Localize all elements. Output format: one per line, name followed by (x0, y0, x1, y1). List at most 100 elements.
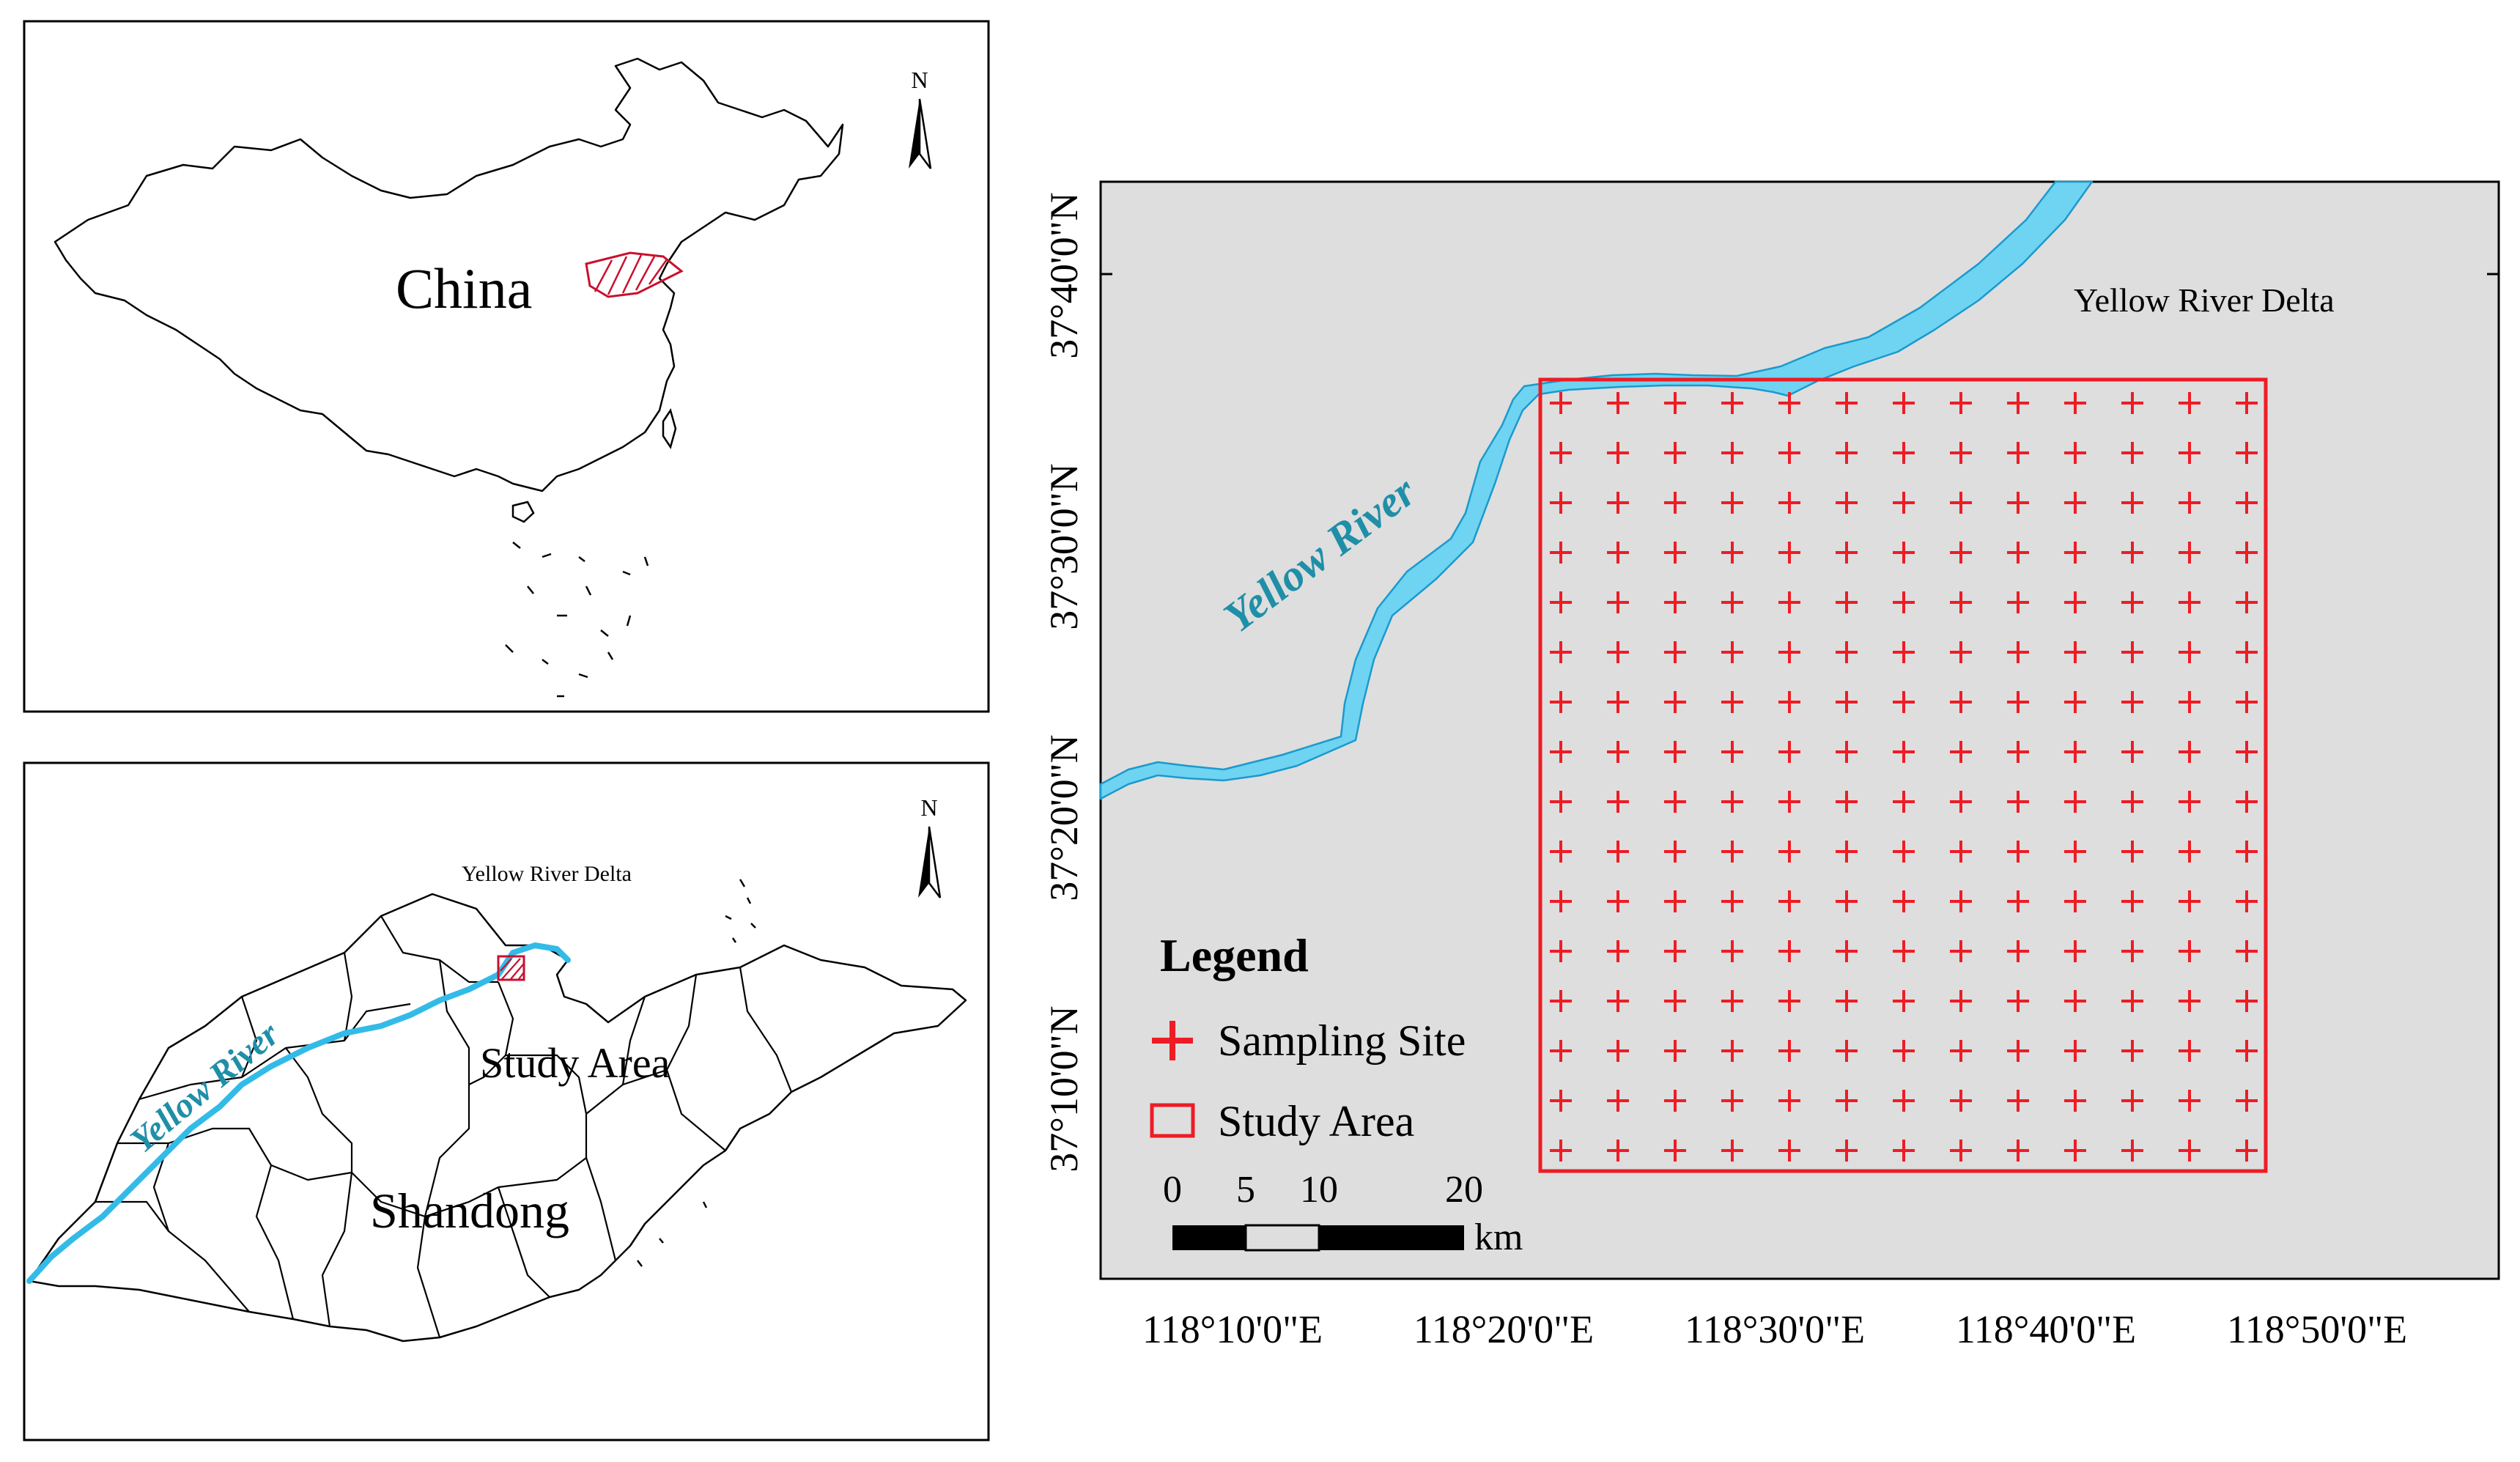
sampling-site-cross (2121, 1140, 2143, 1162)
sampling-site-cross (1721, 990, 1743, 1012)
china-study-region (585, 251, 684, 298)
shandong-north-letter: N (920, 794, 937, 821)
sampling-site-cross (1893, 1040, 1915, 1062)
sampling-site-cross (1836, 791, 1858, 813)
china-panel-frame (23, 20, 990, 713)
sampling-site-cross (1778, 890, 1800, 912)
sampling-site-cross (1607, 591, 1629, 613)
sampling-site-cross (1778, 940, 1800, 962)
sampling-site-cross (1950, 940, 1972, 962)
lat-tick-label: 37°10'0"N (1042, 1005, 1086, 1172)
sampling-site-cross (1721, 591, 1743, 613)
sampling-site-cross (2179, 1090, 2201, 1112)
sampling-site-cross (1893, 890, 1915, 912)
sampling-site-cross (1607, 492, 1629, 514)
sampling-site-cross (2179, 890, 2201, 912)
sampling-site-cross (1778, 841, 1800, 863)
sampling-site-cross (2064, 990, 2086, 1012)
sampling-site-cross (1836, 442, 1858, 464)
sampling-site-cross (1664, 591, 1686, 613)
sampling-site-cross (1893, 940, 1915, 962)
sampling-site-cross (1893, 1090, 1915, 1112)
sampling-site-cross (2007, 841, 2029, 863)
sampling-site-cross (1664, 1040, 1686, 1062)
sampling-site-cross (1836, 1040, 1858, 1062)
sampling-site-cross (1893, 741, 1915, 763)
sampling-site-cross (2179, 591, 2201, 613)
sampling-site-cross (2064, 691, 2086, 713)
sampling-site-cross (2121, 990, 2143, 1012)
sampling-site-cross (1664, 890, 1686, 912)
sampling-site-cross (2121, 890, 2143, 912)
sampling-site-cross (2007, 492, 2029, 514)
sampling-site-cross (1836, 492, 1858, 514)
sampling-site-cross (2121, 1040, 2143, 1062)
sampling-site-cross (1950, 492, 1972, 514)
sampling-grid (1550, 392, 2258, 1162)
sampling-site-cross (1607, 741, 1629, 763)
scale-label: 5 (1236, 1169, 1255, 1211)
sampling-site-cross (1664, 990, 1686, 1012)
sampling-site-cross (2064, 841, 2086, 863)
sampling-site-cross (2236, 591, 2258, 613)
scale-label: 20 (1445, 1169, 1483, 1211)
sampling-site-cross (1550, 591, 1572, 613)
sampling-site-cross (1778, 542, 1800, 564)
sampling-site-cross (2236, 392, 2258, 414)
sampling-site-cross (1950, 542, 1972, 564)
sampling-site-cross (2007, 990, 2029, 1012)
sampling-site-cross (1664, 542, 1686, 564)
sampling-site-cross (1607, 1140, 1629, 1162)
sampling-site-cross (1664, 691, 1686, 713)
sampling-site-cross (2064, 890, 2086, 912)
sampling-site-cross (2236, 990, 2258, 1012)
sampling-site-cross (2236, 691, 2258, 713)
sampling-site-cross (1950, 741, 1972, 763)
scale-label: 0 (1163, 1169, 1182, 1211)
sampling-site-cross (1550, 641, 1572, 663)
sampling-site-cross (1607, 890, 1629, 912)
legend-title: Legend (1160, 929, 1309, 981)
sampling-site-cross (2064, 492, 2086, 514)
sampling-site-cross (2179, 641, 2201, 663)
sampling-site-cross (1607, 641, 1629, 663)
sampling-site-cross (1893, 641, 1915, 663)
sampling-site-cross (1721, 1140, 1743, 1162)
sampling-site-cross (2121, 392, 2143, 414)
sampling-site-cross (2179, 1040, 2201, 1062)
china-north-arrow: N (909, 67, 932, 169)
shandong-delta-label: Yellow River Delta (462, 862, 632, 886)
legend-sampling-label: Sampling Site (1218, 1016, 1466, 1065)
sampling-site-cross (1664, 641, 1686, 663)
sampling-site-cross (1550, 841, 1572, 863)
sampling-site-cross (2121, 1090, 2143, 1112)
sampling-site-cross (2236, 1090, 2258, 1112)
china-panel: China N (23, 20, 990, 713)
sampling-site-cross (2121, 641, 2143, 663)
sampling-site-cross (1893, 691, 1915, 713)
lon-tick-label: 118°50'0"E (2227, 1307, 2407, 1351)
sampling-site-cross (1893, 1140, 1915, 1162)
sampling-site-cross (1893, 392, 1915, 414)
sampling-site-cross (2179, 542, 2201, 564)
sampling-site-cross (1607, 392, 1629, 414)
sampling-site-cross (1778, 392, 1800, 414)
sampling-site-cross (1778, 1090, 1800, 1112)
sampling-site-cross (2007, 791, 2029, 813)
detail-study-area-box (1538, 377, 2268, 1173)
sampling-site-cross (1950, 691, 1972, 713)
sampling-site-cross (1721, 492, 1743, 514)
sampling-site-cross (1550, 442, 1572, 464)
sampling-site-cross (2179, 442, 2201, 464)
legend: Legend Sampling Site Study Area (1150, 929, 1466, 1145)
sampling-site-cross (2179, 990, 2201, 1012)
shandong-outline (28, 893, 967, 1343)
sampling-site-cross (1836, 990, 1858, 1012)
sampling-site-cross (1721, 641, 1743, 663)
sampling-site-cross (1721, 442, 1743, 464)
sampling-site-cross (1950, 392, 1972, 414)
hainan-island (511, 501, 535, 523)
china-label: China (396, 256, 532, 320)
sampling-site-cross (1778, 791, 1800, 813)
south-china-sea-islands (505, 542, 649, 698)
